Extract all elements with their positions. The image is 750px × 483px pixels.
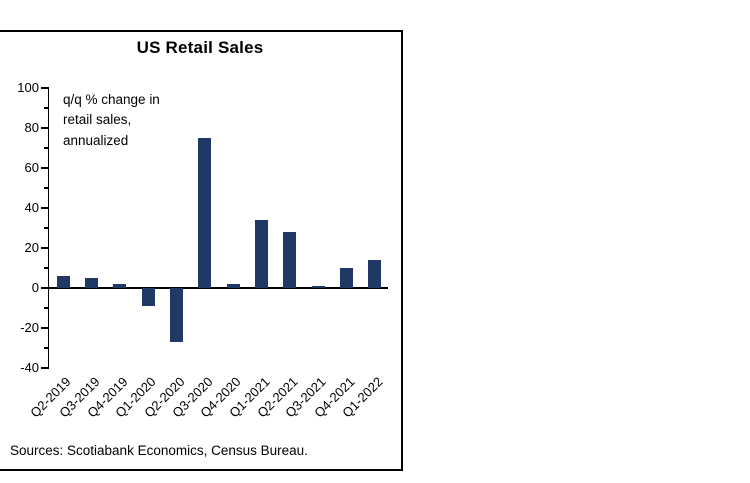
y-tick-mark — [41, 287, 49, 289]
x-axis-zero-line — [49, 287, 388, 289]
bar — [368, 260, 382, 288]
y-tick-mark — [41, 127, 49, 129]
y-tick-label: -40 — [20, 360, 39, 375]
vertical-divider — [401, 30, 403, 471]
sources-text: Sources: Scotiabank Economics, Census Bu… — [10, 443, 308, 458]
bar — [340, 268, 353, 288]
y-tick-mark — [41, 87, 49, 89]
bar — [311, 286, 325, 288]
bar — [226, 284, 240, 288]
y-minor-tick-mark — [44, 147, 49, 149]
top-rule — [0, 30, 403, 32]
y-tick-label: -20 — [20, 320, 39, 335]
y-tick-mark — [41, 327, 49, 329]
y-tick-mark — [41, 367, 49, 369]
bar — [255, 220, 268, 288]
bottom-rule — [0, 469, 403, 471]
y-tick-mark — [41, 207, 49, 209]
bar — [283, 232, 297, 288]
y-minor-tick-mark — [44, 107, 49, 109]
bar — [56, 276, 70, 288]
bar — [170, 288, 183, 342]
y-minor-tick-mark — [44, 227, 49, 229]
plot-area: q/q % change in retail sales, annualized… — [17, 80, 388, 420]
y-tick-label: 80 — [24, 120, 39, 135]
y-tick-mark — [41, 167, 49, 169]
chart-title: US Retail Sales — [136, 38, 264, 57]
y-tick-mark — [41, 247, 49, 249]
y-tick-label: 0 — [31, 280, 39, 295]
bar — [85, 278, 98, 288]
bar — [113, 284, 127, 288]
y-minor-tick-mark — [44, 267, 49, 269]
chart-annotation: q/q % change in retail sales, annualized — [63, 92, 160, 148]
y-tick-label: 20 — [24, 240, 39, 255]
y-tick-label: 60 — [24, 160, 39, 175]
bar — [198, 138, 212, 288]
y-tick-label: 40 — [24, 200, 39, 215]
y-tick-label: 100 — [17, 80, 39, 95]
y-minor-tick-mark — [44, 187, 49, 189]
y-minor-tick-mark — [44, 307, 49, 309]
bar — [141, 288, 155, 306]
y-minor-tick-mark — [44, 347, 49, 349]
